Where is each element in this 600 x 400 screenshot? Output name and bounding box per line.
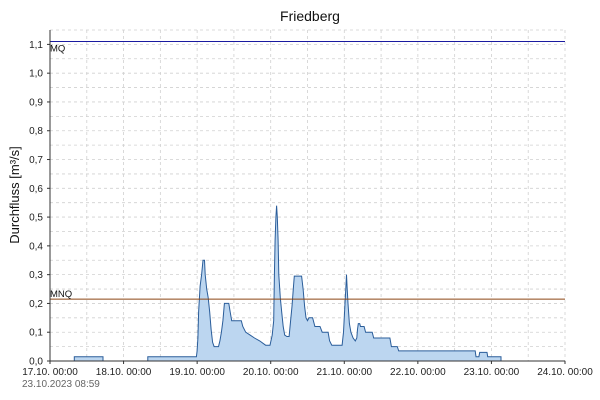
y-tick-labels: 0,0 0,1 0,2 0,3 0,4 0,5 0,6 0,7 0,8 0,9 1,0 1,1 — [29, 40, 43, 368]
y-axis-label: Durchfluss [m³/s] — [7, 146, 22, 244]
y-tick-label: 0,7 — [29, 155, 43, 166]
y-tick-label: 0,9 — [29, 97, 43, 108]
flow-area-fill — [147, 205, 502, 361]
axes — [47, 30, 566, 364]
reference-lines: MQ MNQ — [50, 41, 565, 300]
x-tick-label: 23.10. 00:00 — [464, 367, 520, 378]
x-tick-label: 17.10. 00:00 — [22, 367, 78, 378]
y-tick-label: 0,3 — [29, 270, 43, 281]
flow-area — [73, 205, 502, 361]
chart-title: Friedberg — [280, 8, 340, 24]
x-tick-label: 21.10. 00:00 — [316, 367, 372, 378]
y-tick-label: 0,8 — [29, 126, 43, 137]
timestamp: 23.10.2023 08:59 — [22, 379, 100, 390]
y-tick-label: 1,0 — [29, 69, 43, 80]
y-tick-label: 0,4 — [29, 241, 43, 252]
flow-line — [73, 356, 104, 361]
flow-area-fill — [74, 356, 103, 361]
y-tick-label: 0,5 — [29, 213, 43, 224]
reference-label-mq: MQ — [50, 44, 65, 55]
y-tick-label: 0,0 — [29, 357, 43, 368]
x-tick-label: 20.10. 00:00 — [243, 367, 299, 378]
x-tick-label: 18.10. 00:00 — [96, 367, 152, 378]
y-tick-label: 0,1 — [29, 328, 43, 339]
x-tick-labels: 17.10. 00:00 18.10. 00:00 19.10. 00:00 20.1… — [22, 367, 593, 378]
reference-label-mnq: MNQ — [50, 289, 72, 300]
y-tick-label: 1,1 — [29, 40, 43, 51]
x-tick-label: 22.10. 00:00 — [390, 367, 446, 378]
grid — [49, 29, 566, 362]
y-tick-label: 0,2 — [29, 299, 43, 310]
y-tick-label: 0,6 — [29, 184, 43, 195]
x-tick-label: 24.10. 00:00 — [537, 367, 593, 378]
x-tick-label: 19.10. 00:00 — [169, 367, 225, 378]
flow-line — [147, 205, 502, 361]
